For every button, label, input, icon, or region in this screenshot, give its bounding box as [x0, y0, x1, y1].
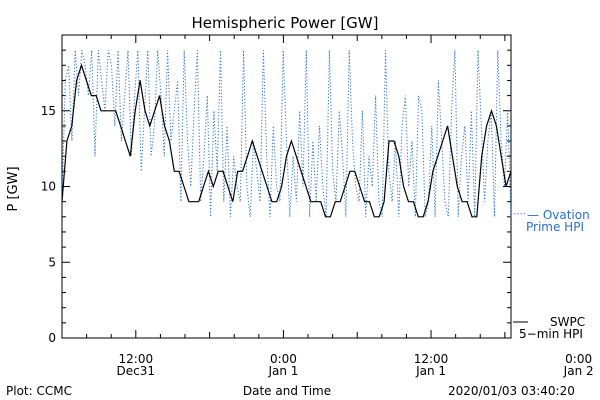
legend-ovation-line2: Prime HPI — [526, 220, 584, 234]
legend-swpc: SWPC 5−min HPI — [513, 315, 585, 341]
legend-ovation: — Ovation Prime HPI — [526, 208, 590, 234]
legend-swpc-line1: SWPC — [550, 315, 585, 329]
x-tick-label-date: Dec31 — [117, 364, 156, 378]
x-tick-label-date: Jan 1 — [415, 364, 446, 378]
x-tick-label-time: 12:00 — [414, 352, 449, 366]
series-ovation-line — [61, 50, 512, 217]
legend-swpc-line2: 5−min HPI — [519, 327, 583, 341]
x-tick-label-date: Jan 1 — [267, 364, 298, 378]
series-swpc-line — [61, 63, 512, 218]
x-tick-label-time: 0:00 — [270, 352, 297, 366]
chart-title: Hemispheric Power [GW] — [192, 14, 379, 32]
footer-timestamp: 2020/01/03 03:40:20 — [448, 384, 575, 398]
y-tick-label: 0 — [48, 331, 56, 345]
footer-plot-credit: Plot: CCMC — [6, 384, 72, 398]
series-layer — [61, 50, 525, 218]
x-axis-label: Date and Time — [243, 384, 331, 398]
x-tick-label-date: Jan 2 — [563, 364, 594, 378]
y-axis-label: P [GW] — [6, 166, 21, 211]
legend-ovation-line1: — Ovation — [527, 208, 590, 222]
x-tick-label-time: 0:00 — [565, 352, 592, 366]
x-tick-label-time: 12:00 — [119, 352, 154, 366]
y-axis: 0 5 10 15 — [41, 34, 511, 345]
y-tick-label: 5 — [48, 255, 56, 269]
plot-frame — [61, 34, 512, 339]
y-tick-label: 10 — [41, 180, 56, 194]
y-tick-label: 15 — [41, 104, 56, 118]
